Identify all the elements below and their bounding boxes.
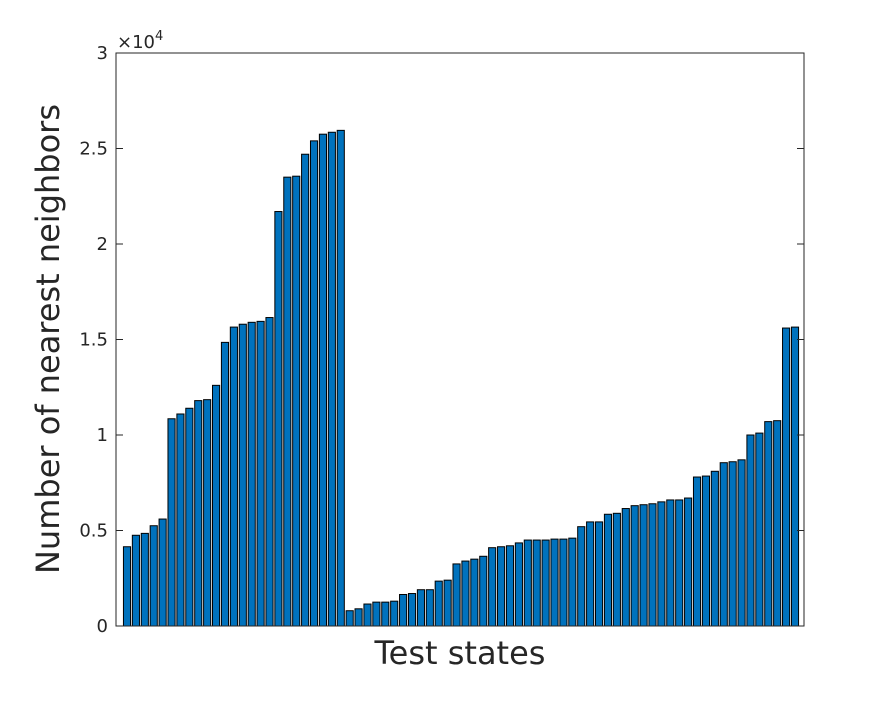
bar-10 — [203, 399, 212, 627]
bar-52 — [577, 526, 586, 627]
bar-12 — [220, 341, 230, 627]
y-tick-label-3: 1 — [97, 425, 108, 446]
bar-69 — [728, 461, 737, 627]
bar-71 — [746, 434, 755, 627]
bar-4 — [149, 525, 158, 627]
bar-3 — [140, 532, 149, 627]
y-axis-exponent-power: 4 — [155, 29, 163, 44]
bar-9 — [194, 400, 203, 627]
bar-17 — [265, 317, 274, 627]
bar-32 — [399, 593, 408, 627]
bar-18 — [274, 211, 283, 627]
bar-44 — [505, 545, 515, 627]
bar-68 — [719, 462, 728, 627]
bar-72 — [755, 432, 764, 627]
bar-61 — [657, 501, 666, 627]
bar-51 — [568, 537, 577, 627]
y-tick-label-4: 1.5 — [79, 330, 108, 351]
bar-45 — [514, 542, 523, 627]
bar-2 — [131, 534, 140, 627]
bar-39 — [461, 560, 470, 627]
bar-64 — [684, 497, 693, 627]
bar-37 — [443, 579, 452, 627]
bar-55 — [603, 513, 613, 627]
y-axis-exponent-base: ×10 — [117, 32, 155, 53]
bar-21 — [301, 153, 310, 627]
y-axis-ticks: 0 0.5 1 1.5 2 2.5 3 — [79, 43, 804, 637]
bar-11 — [212, 384, 221, 627]
bar-70 — [737, 459, 746, 627]
bar-47 — [532, 539, 541, 627]
bar-27 — [354, 608, 363, 627]
bar-66 — [701, 475, 710, 627]
bar-29 — [372, 601, 381, 627]
bar-13 — [229, 326, 238, 627]
bar-5 — [158, 518, 167, 627]
bar-31 — [390, 600, 399, 627]
bar-75 — [782, 327, 791, 627]
bar-73 — [764, 421, 773, 627]
y-axis-exponent: ×104 — [117, 29, 163, 53]
bar-56 — [612, 512, 621, 627]
bar-63 — [675, 499, 684, 627]
bar-14 — [238, 323, 247, 627]
bar-22 — [309, 140, 319, 627]
bar-59 — [639, 504, 648, 627]
bar-16 — [256, 320, 265, 627]
bar-62 — [666, 499, 675, 627]
bar-43 — [497, 546, 506, 627]
bar-67 — [710, 470, 719, 627]
bar-26 — [345, 610, 354, 627]
bar-65 — [692, 476, 702, 627]
bar-74 — [773, 420, 782, 627]
bar-20 — [292, 175, 301, 627]
x-axis-title: Test states — [374, 634, 546, 672]
bar-15 — [247, 321, 256, 627]
bar-60 — [648, 503, 657, 627]
bar-53 — [586, 521, 595, 627]
bar-46 — [523, 539, 532, 627]
bar-49 — [550, 538, 559, 627]
y-tick-label-2: 0.5 — [79, 521, 108, 542]
bar-28 — [363, 603, 372, 627]
bar-76 — [790, 326, 800, 627]
bar-6 — [167, 418, 176, 627]
y-tick-label-1: 0 — [97, 616, 108, 637]
bar-7 — [176, 413, 185, 627]
bar-41 — [479, 555, 488, 627]
bar-40 — [470, 558, 479, 627]
bar-38 — [452, 563, 461, 627]
bar-24 — [327, 131, 336, 627]
bar-1 — [122, 546, 132, 627]
bar-8 — [185, 407, 194, 627]
bar-48 — [541, 539, 550, 627]
y-tick-label-5: 2 — [97, 234, 108, 255]
bar-33 — [407, 593, 417, 627]
bar-25 — [336, 129, 345, 627]
y-tick-label-7: 3 — [97, 43, 108, 64]
y-axis-title: Number of nearest neighbors — [29, 104, 67, 574]
bar-19 — [283, 176, 292, 627]
bar-57 — [621, 508, 630, 627]
bar-23 — [318, 133, 328, 627]
bar-30 — [381, 601, 390, 627]
bar-35 — [425, 589, 434, 627]
bar-34 — [416, 589, 425, 627]
bar-54 — [594, 521, 604, 627]
bar-42 — [488, 547, 497, 627]
y-tick-label-6: 2.5 — [79, 139, 108, 160]
bar-58 — [630, 505, 639, 627]
bar-50 — [559, 538, 568, 627]
bar-36 — [434, 580, 443, 627]
